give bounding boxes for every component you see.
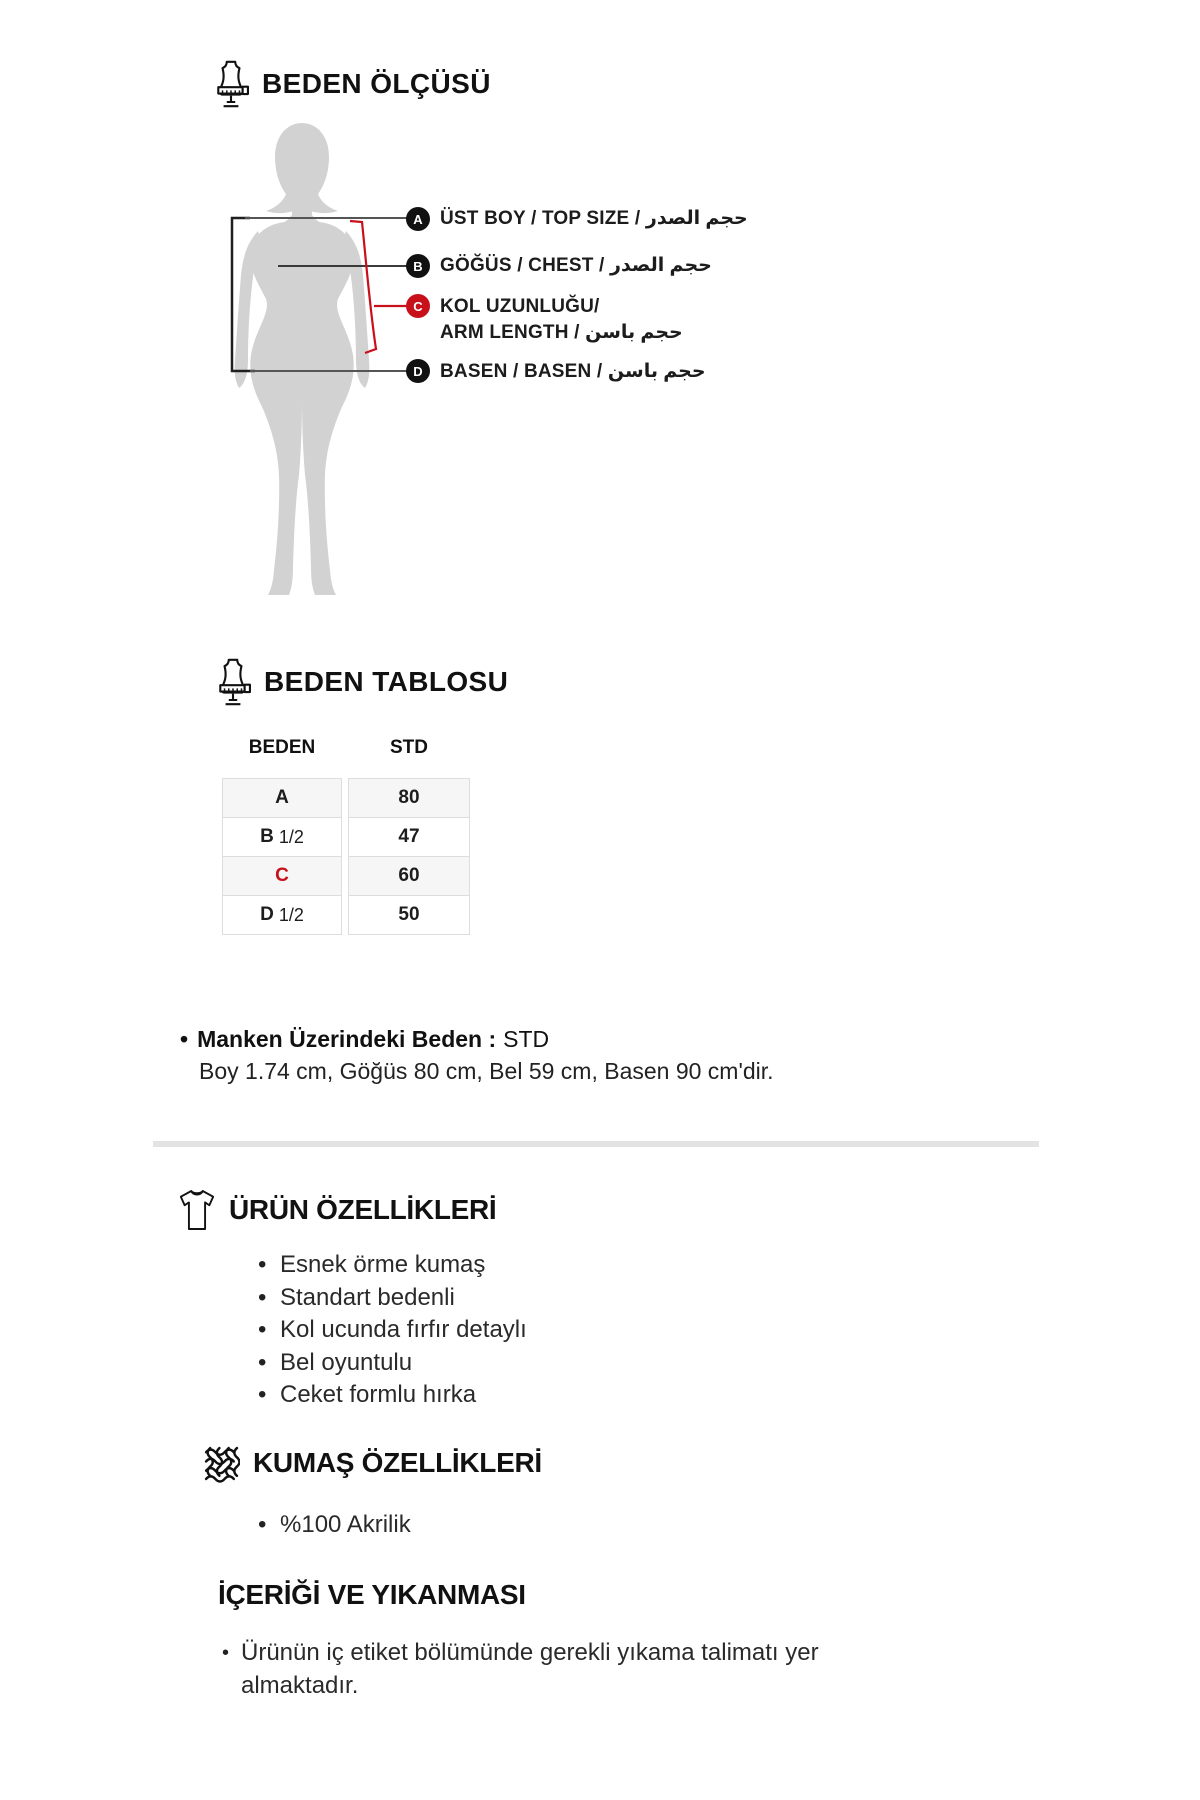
row-label: A (275, 787, 289, 808)
row-value: 47 (348, 817, 470, 857)
mannequin-measuring-tape-icon (217, 60, 249, 108)
row-value: 60 (348, 856, 470, 896)
model-size-value: STD (503, 1026, 550, 1052)
model-measurements: Boy 1.74 cm, Göğüs 80 cm, Bel 59 cm, Bas… (199, 1058, 774, 1084)
tshirt-icon (179, 1190, 215, 1230)
model-size-line: • Manken Üzerindeki Beden : STD (180, 1026, 549, 1053)
row-value: 80 (348, 778, 470, 818)
row-label: D (260, 904, 274, 925)
care-title: İÇERİĞİ VE YIKANMASI (218, 1579, 526, 1610)
marker-b-letter: B (413, 258, 423, 274)
model-size-label: Manken Üzerindeki Beden : (197, 1026, 497, 1052)
row-label: C (275, 865, 289, 886)
mannequin-measuring-tape-icon (219, 658, 251, 706)
label-hip: BASEN / BASEN / حجم باسن (440, 361, 706, 382)
table-row: A 80 (222, 778, 470, 818)
measurement-lines (230, 216, 407, 373)
care-instruction: Ürünün iç etiket bölümünde gerekli yıkam… (222, 1636, 922, 1702)
row-label: B (260, 826, 274, 847)
female-silhouette (234, 123, 370, 595)
table-row: D 1/2 50 (222, 895, 470, 935)
label-top-size: ÜST BOY / TOP SIZE / حجم الصدر (440, 208, 748, 229)
section-divider (153, 1141, 1039, 1147)
row-label-suffix: 1/2 (278, 904, 304, 925)
product-features-header: ÜRÜN ÖZELLİKLERİ (178, 1186, 497, 1234)
marker-d: D (406, 359, 430, 383)
list-item: Esnek örme kumaş (258, 1249, 527, 1282)
label-arm-length-line1: KOL UZUNLUĞU/ (440, 296, 600, 317)
product-features-title: ÜRÜN ÖZELLİKLERİ (229, 1194, 497, 1225)
marker-c-letter: C (413, 298, 423, 314)
list-item: Kol ucunda fırfır detaylı (258, 1314, 527, 1347)
fabric-weave-icon (204, 1446, 240, 1483)
size-table-column-headers: BEDEN STD (222, 737, 470, 759)
list-item: Ceket formlu hırka (258, 1379, 527, 1412)
size-table-header: BEDEN TABLOSU (215, 656, 508, 708)
column-header-std: STD (390, 737, 428, 758)
marker-a: A (406, 207, 430, 231)
row-label-suffix: 1/2 (278, 826, 304, 847)
size-table-title: BEDEN TABLOSU (264, 666, 509, 697)
marker-a-letter: A (413, 211, 423, 227)
fabric-features-list: %100 Akrilik (258, 1509, 411, 1542)
marker-c: C (406, 294, 430, 318)
label-chest: GÖĞÜS / CHEST / حجم الصدر (440, 255, 712, 276)
size-table: A 80 B 1/2 47 C 60 D 1/2 50 (222, 778, 470, 935)
fabric-features-header: KUMAŞ ÖZELLİKLERİ (203, 1441, 542, 1485)
column-header-beden: BEDEN (248, 737, 316, 758)
bullet-dot: • (180, 1026, 189, 1052)
body-measurement-diagram (230, 123, 407, 595)
label-arm-length: KOL UZUNLUĞU/ ARM LENGTH / حجم باسن (440, 294, 683, 346)
label-arm-length-line2: ARM LENGTH / حجم باسن (440, 322, 683, 343)
list-item: %100 Akrilik (258, 1509, 411, 1542)
list-item: Bel oyuntulu (258, 1347, 527, 1380)
table-row: C 60 (222, 856, 470, 896)
marker-b: B (406, 254, 430, 278)
fabric-features-title: KUMAŞ ÖZELLİKLERİ (253, 1447, 542, 1478)
table-row: B 1/2 47 (222, 817, 470, 857)
size-measure-header: BEDEN ÖLÇÜSÜ (213, 58, 491, 110)
list-item: Standart bedenli (258, 1282, 527, 1315)
marker-d-letter: D (413, 363, 423, 379)
size-measure-title: BEDEN ÖLÇÜSÜ (262, 68, 491, 99)
row-value: 50 (348, 895, 470, 935)
product-features-list: Esnek örme kumaş Standart bedenli Kol uc… (258, 1249, 527, 1412)
